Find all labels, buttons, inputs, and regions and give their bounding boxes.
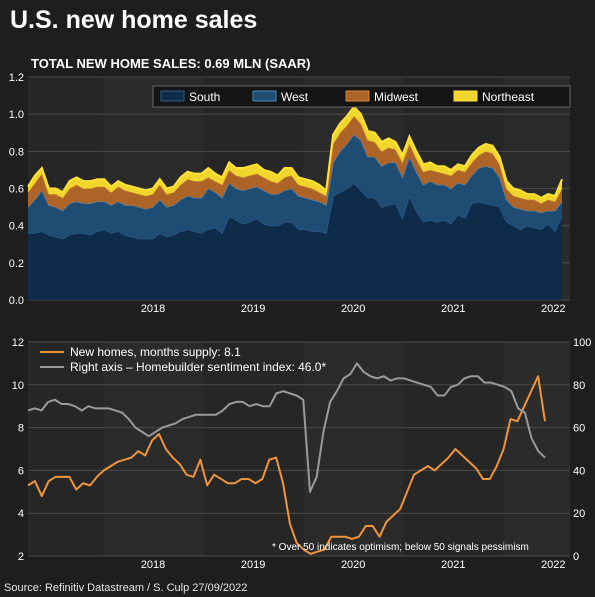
bottom-panel-year-band	[28, 342, 104, 556]
top-x-tick-label: 2018	[141, 303, 165, 315]
top-y-tick-label: 0.2	[9, 258, 24, 270]
bottom-y2-tick-label: 40	[573, 465, 585, 477]
bottom-y2-tick-label: 0	[573, 551, 579, 563]
bottom-panel-year-band	[203, 342, 304, 556]
top-y-tick-label: 1.0	[9, 109, 24, 121]
legend-label-west: West	[281, 90, 309, 104]
top-x-tick-label: 2020	[341, 303, 365, 315]
sentiment-index-line	[27, 362, 546, 493]
bottom-x-tick-label: 2021	[441, 559, 465, 571]
top-y-tick-label: 1.2	[9, 72, 24, 84]
top-x-tick-label: 2022	[541, 303, 565, 315]
bottom-x-tick-label: 2022	[541, 559, 565, 571]
legend-swatch-west	[252, 90, 277, 102]
top-y-tick-label: 0.0	[9, 295, 24, 307]
legend-swatch-northeast	[453, 90, 478, 102]
legend-sentiment-label: Right axis – Homebuilder sentiment index…	[70, 360, 326, 374]
bottom-y-tick-label: 4	[18, 508, 24, 520]
legend-swatch-south	[160, 90, 185, 102]
area-edge-northeast	[27, 105, 563, 199]
bottom-y-tick-label: 6	[18, 465, 24, 477]
legend-swatch-midwest	[345, 90, 370, 102]
legend-label-midwest: Midwest	[374, 90, 419, 104]
page-title: U.S. new home sales	[10, 6, 258, 34]
bottom-y2-tick-label: 20	[573, 508, 585, 520]
chart-subtitle: TOTAL NEW HOME SALES: 0.69 MLN (SAAR)	[31, 56, 311, 71]
bottom-y2-tick-label: 60	[573, 423, 585, 435]
area-south	[28, 182, 562, 300]
bottom-y2-tick-label: 100	[573, 337, 591, 349]
area-edge-south	[28, 182, 563, 240]
legend-label-south: South	[189, 90, 220, 104]
top-x-tick-label: 2019	[241, 303, 265, 315]
source-note: Source: Refinitiv Datastream / S. Culp 2…	[4, 582, 248, 594]
area-west	[28, 134, 562, 239]
footnote-annotation: * Over 50 indicates optimism; below 50 s…	[272, 542, 529, 553]
legend-supply-label: New homes, months supply: 8.1	[70, 345, 241, 359]
bottom-y-tick-label: 8	[18, 423, 24, 435]
bottom-y-tick-label: 10	[12, 380, 24, 392]
bottom-y-tick-label: 2	[18, 551, 24, 563]
top-y-tick-label: 0.8	[9, 146, 24, 158]
bottom-panel-year-band	[403, 342, 504, 556]
top-x-tick-label: 2021	[441, 303, 465, 315]
top-y-tick-label: 0.4	[9, 221, 24, 233]
months-supply-line	[27, 375, 546, 555]
bottom-x-tick-label: 2018	[141, 559, 165, 571]
bottom-x-tick-label: 2020	[341, 559, 365, 571]
legend-label-northeast: Northeast	[482, 90, 535, 104]
bottom-x-tick-label: 2019	[241, 559, 265, 571]
area-midwest	[28, 116, 562, 213]
top-y-tick-label: 0.6	[9, 184, 24, 196]
bottom-y2-tick-label: 80	[573, 380, 585, 392]
bottom-y-tick-label: 12	[12, 337, 24, 349]
